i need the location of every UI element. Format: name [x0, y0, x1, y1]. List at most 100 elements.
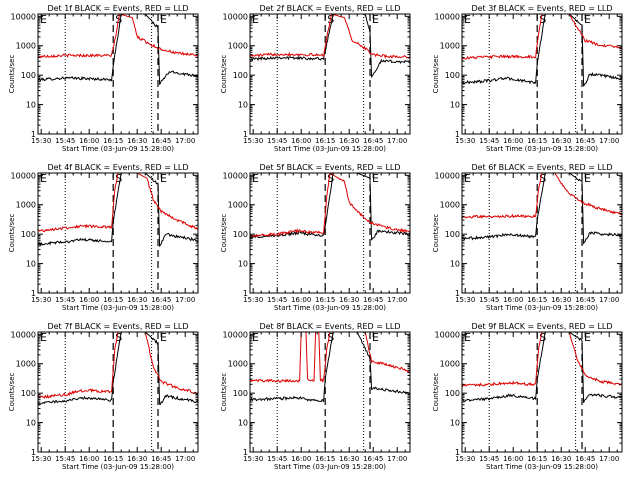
y-tick-label: 10000 [435, 171, 460, 180]
plot-frame [461, 13, 623, 135]
lld-series-line [462, 173, 622, 219]
x-axis-label: Start Time (03-Jun-09 15:28:00) [486, 463, 598, 471]
x-tick-label: 16:45 [363, 296, 383, 304]
marker-label: S [539, 331, 546, 344]
events-series-line [462, 14, 622, 87]
y-tick-label: 1 [31, 130, 36, 139]
lld-series-line [250, 332, 410, 384]
y-tick-label: 100 [445, 389, 460, 398]
marker-label: S [115, 172, 122, 185]
events-series-line [250, 332, 410, 403]
x-tick-label: 16:45 [151, 296, 171, 304]
marker-label: S [539, 172, 546, 185]
y-tick-label: 1 [243, 448, 248, 457]
plot-frame [37, 172, 199, 294]
x-tick-label: 16:15 [315, 296, 335, 304]
x-tick-label: 15:30 [31, 455, 51, 463]
x-tick-label: 16:45 [363, 137, 383, 145]
y-tick-label: 10000 [223, 330, 248, 339]
y-tick-label: 100 [445, 71, 460, 80]
y-tick-label: 1 [455, 130, 460, 139]
x-tick-label: 15:45 [55, 137, 75, 145]
y-tick-label: 1000 [228, 360, 248, 369]
events-series-line [462, 332, 622, 404]
marker-label: E [40, 331, 47, 344]
lld-series-line [462, 332, 622, 388]
y-tick-label: 10 [238, 260, 248, 269]
y-tick-label: 100 [445, 230, 460, 239]
y-tick-label: 10000 [11, 171, 36, 180]
y-tick-label: 1000 [16, 42, 36, 51]
y-tick-label: 1000 [228, 201, 248, 210]
y-axis-label: Counts/sec [432, 373, 440, 412]
y-axis-label: Counts/sec [8, 214, 16, 253]
x-tick-label: 17:00 [175, 455, 195, 463]
y-axis-label: Counts/sec [220, 373, 228, 412]
x-tick-label: 17:00 [599, 296, 619, 304]
y-axis-label: Counts/sec [8, 55, 16, 94]
x-tick-label: 16:15 [315, 137, 335, 145]
x-tick-label: 17:00 [387, 296, 407, 304]
x-tick-label: 16:00 [503, 455, 523, 463]
plot-frame [461, 331, 623, 453]
marker-label: E [584, 331, 591, 344]
marker-label: S [115, 331, 122, 344]
panel-title: Det 7f BLACK = Events, RED = LLD [47, 322, 188, 331]
x-axis-label: Start Time (03-Jun-09 15:28:00) [486, 304, 598, 312]
marker-label: E [372, 172, 379, 185]
marker-label: E [464, 13, 471, 26]
x-tick-label: 17:00 [175, 296, 195, 304]
x-tick-label: 16:30 [551, 455, 571, 463]
marker-label: E [584, 172, 591, 185]
y-tick-label: 1 [31, 448, 36, 457]
x-tick-label: 16:30 [339, 137, 359, 145]
y-tick-label: 10000 [223, 12, 248, 21]
x-tick-label: 16:30 [551, 137, 571, 145]
x-tick-label: 17:00 [599, 455, 619, 463]
plot-frame [249, 172, 411, 294]
y-tick-label: 1000 [440, 360, 460, 369]
x-tick-label: 16:00 [79, 296, 99, 304]
x-tick-label: 17:00 [387, 137, 407, 145]
x-tick-label: 15:30 [243, 296, 263, 304]
plot-frame [461, 172, 623, 294]
y-tick-label: 1 [455, 448, 460, 457]
x-tick-label: 16:45 [151, 455, 171, 463]
x-tick-label: 16:00 [79, 137, 99, 145]
marker-label: S [327, 172, 334, 185]
y-tick-label: 1000 [16, 201, 36, 210]
x-tick-label: 16:15 [315, 455, 335, 463]
marker-label: E [372, 13, 379, 26]
x-tick-label: 15:30 [243, 455, 263, 463]
events-series-line [462, 173, 622, 245]
x-tick-label: 16:15 [527, 455, 547, 463]
y-tick-label: 100 [21, 71, 36, 80]
events-series-line [38, 332, 198, 405]
y-tick-label: 10 [450, 260, 460, 269]
marker-label: E [372, 331, 379, 344]
marker-label: E [40, 172, 47, 185]
y-axis-label: Counts/sec [432, 55, 440, 94]
y-tick-label: 100 [233, 230, 248, 239]
x-tick-label: 16:00 [79, 455, 99, 463]
x-tick-label: 15:30 [455, 455, 475, 463]
lld-series-line [462, 14, 622, 60]
x-tick-label: 16:15 [103, 455, 123, 463]
x-tick-label: 15:45 [55, 455, 75, 463]
x-tick-label: 16:45 [151, 137, 171, 145]
x-tick-label: 15:30 [31, 137, 51, 145]
x-tick-label: 16:45 [363, 455, 383, 463]
x-tick-label: 16:45 [575, 137, 595, 145]
y-tick-label: 10000 [11, 330, 36, 339]
x-tick-label: 15:45 [267, 137, 287, 145]
y-tick-label: 100 [21, 230, 36, 239]
x-tick-label: 16:00 [503, 137, 523, 145]
y-tick-label: 10 [238, 101, 248, 110]
